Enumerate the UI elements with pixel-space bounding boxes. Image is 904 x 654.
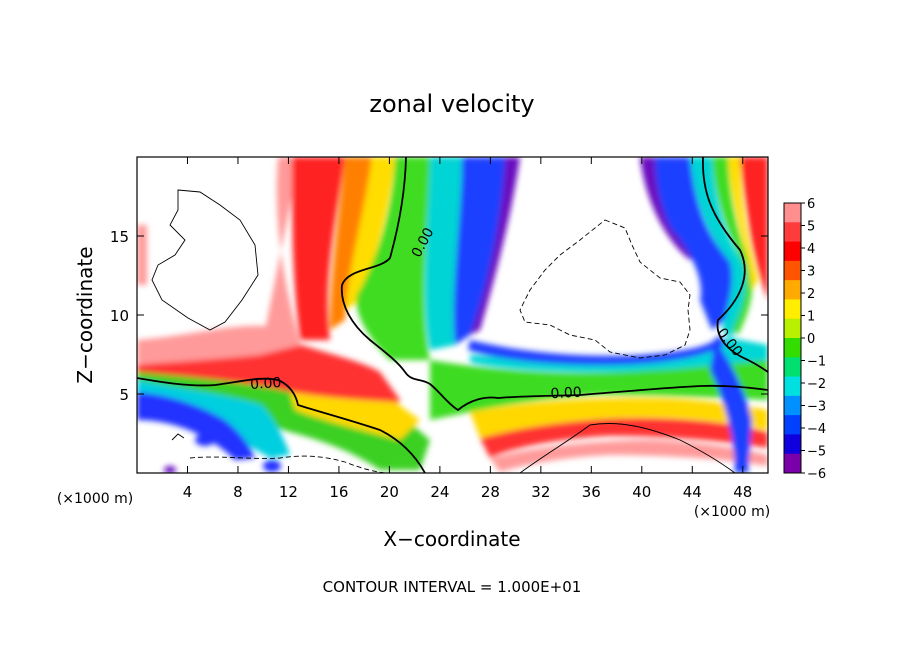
x-tick-label: 36 bbox=[582, 483, 601, 501]
colorbar-swatch bbox=[784, 357, 801, 378]
contour-solid-west bbox=[151, 189, 259, 331]
x-tick-label: 4 bbox=[183, 483, 193, 501]
x-tick-label: 32 bbox=[531, 483, 550, 501]
x-tick-label: 12 bbox=[279, 483, 298, 501]
field-band-cyan bbox=[425, 157, 462, 350]
colorbar-swatch bbox=[784, 434, 801, 455]
field-eastjet-blue bbox=[655, 157, 735, 330]
field-band-pink bbox=[262, 157, 302, 350]
field-band-violet bbox=[470, 157, 520, 335]
colorbar-swatch bbox=[784, 395, 801, 416]
colorbar-swatch bbox=[784, 318, 801, 339]
contour-zero-east bbox=[702, 157, 768, 373]
field-east-blue bbox=[468, 335, 725, 365]
x-tick-label: 40 bbox=[632, 483, 651, 501]
x-axis-label: X−coordinate bbox=[383, 527, 520, 551]
y-tick-label: 15 bbox=[110, 228, 129, 246]
x-axis-ticks: 4 8 12 16 20 24 28 32 36 40 44 48 bbox=[183, 157, 752, 501]
colorbar-swatch bbox=[784, 299, 801, 320]
x-tick-label: 28 bbox=[481, 483, 500, 501]
field-east-yellow bbox=[470, 398, 768, 438]
field-eastjet-green bbox=[712, 157, 753, 335]
colorbar-label: −2 bbox=[807, 377, 826, 392]
colorbar-label: 0 bbox=[807, 332, 815, 347]
field-eastjet-blue-south bbox=[710, 340, 752, 473]
colorbar-label: 2 bbox=[807, 287, 815, 302]
colorbar-swatch bbox=[784, 260, 801, 281]
x-tick-label: 24 bbox=[430, 483, 449, 501]
field-blob-violet bbox=[164, 466, 176, 473]
field-band-red bbox=[292, 157, 345, 340]
colorbar-label: −6 bbox=[807, 467, 826, 482]
contour-dashed-southwest bbox=[189, 455, 386, 473]
chart-title: zonal velocity bbox=[369, 90, 534, 118]
field-east-cyan bbox=[470, 338, 768, 372]
contour-label: 0.00 bbox=[550, 385, 582, 403]
field-blob-blue-1 bbox=[195, 434, 215, 446]
colorbar-label: −4 bbox=[807, 422, 826, 437]
colorbar-swatch bbox=[784, 453, 801, 474]
contour-zero-west bbox=[137, 377, 426, 473]
colorbar-swatch bbox=[784, 415, 801, 435]
x-unit-label: (×1000 m) bbox=[694, 504, 770, 520]
contour-solid-southeast bbox=[519, 423, 736, 473]
y-axis-ticks: 5 10 15 bbox=[110, 228, 768, 404]
field-eastjet-cyan bbox=[690, 157, 746, 340]
contour-label-text: 0.00 bbox=[550, 385, 582, 403]
field-eastjet-red bbox=[740, 157, 768, 300]
x-tick-label: 48 bbox=[733, 483, 752, 501]
colorbar-swatch bbox=[784, 222, 801, 243]
colorbar-swatch bbox=[784, 280, 801, 300]
field-band-green bbox=[356, 157, 430, 360]
x-tick-label: 44 bbox=[683, 483, 702, 501]
colorbar-label: 5 bbox=[807, 220, 815, 235]
colorbar: 6 5 4 3 2 1 0 −1 −2 −3 −4 −5 −6 bbox=[783, 197, 826, 482]
field-band-blue bbox=[453, 157, 512, 345]
y-tick-label: 5 bbox=[119, 386, 129, 404]
contour-zero-main bbox=[340, 157, 768, 412]
x-tick-label: 16 bbox=[329, 483, 348, 501]
y-tick-label: 10 bbox=[110, 307, 129, 325]
field-lowerleft-blue bbox=[137, 392, 255, 460]
colorbar-label: 3 bbox=[807, 265, 815, 280]
colorbar-swatch bbox=[784, 376, 801, 397]
colorbar-label: 1 bbox=[807, 310, 815, 325]
colorbar-label: −1 bbox=[807, 355, 826, 370]
colorbar-label: −5 bbox=[807, 445, 826, 460]
colorbar-label: 6 bbox=[807, 197, 815, 212]
field-lowerleft-pink bbox=[137, 325, 300, 365]
colorbar-swatch bbox=[784, 203, 801, 223]
y-unit-label: (×1000 m) bbox=[57, 491, 133, 507]
colorbar-swatch bbox=[784, 338, 801, 358]
x-tick-label: 8 bbox=[233, 483, 243, 501]
velocity-field bbox=[137, 157, 768, 473]
field-east-pink bbox=[490, 440, 768, 472]
field-eastjet-yellow bbox=[728, 157, 758, 290]
contour-dashed-east bbox=[519, 219, 691, 359]
colorbar-swatch bbox=[784, 241, 801, 262]
field-lowerleft-yellow bbox=[290, 392, 420, 440]
contour-solid-small bbox=[171, 433, 185, 441]
field-blob-blue-2 bbox=[263, 460, 281, 472]
colorbar-label: −3 bbox=[807, 400, 826, 415]
contour-label-text: 0.00 bbox=[250, 375, 282, 393]
colorbar-label: 4 bbox=[807, 242, 815, 257]
contour-label: 0.00 bbox=[250, 375, 282, 393]
y-axis-label: Z−coordinate bbox=[73, 246, 97, 383]
field-east-red bbox=[480, 418, 768, 458]
x-tick-label: 20 bbox=[380, 483, 399, 501]
field-band-orange bbox=[330, 157, 372, 330]
contour-interval-note: CONTOUR INTERVAL = 1.000E+01 bbox=[323, 578, 582, 596]
field-westedge-pink bbox=[137, 225, 147, 285]
